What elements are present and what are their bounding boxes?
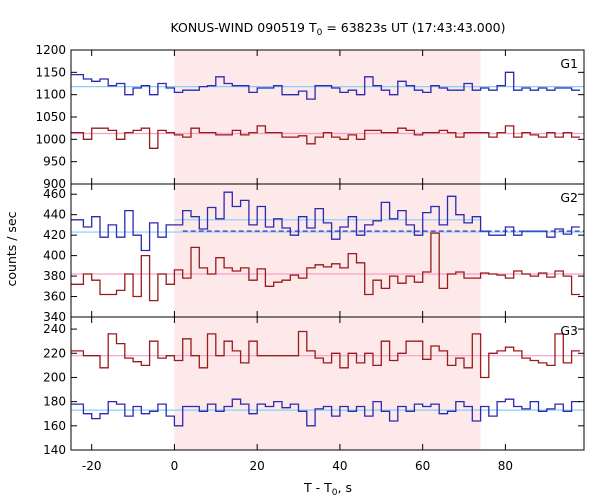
y-tick-label: 420: [43, 228, 66, 242]
x-tick-label: 20: [250, 459, 265, 473]
y-tick-label: 160: [43, 419, 66, 433]
xlabel-subscript: 0: [332, 488, 338, 498]
series-line-2: [71, 125, 580, 149]
y-tick-label: 360: [43, 290, 66, 304]
series-line-2: [71, 232, 580, 302]
svg-text:T - T0, s: T - T0, s: [303, 480, 352, 498]
x-tick-label: -20: [82, 459, 102, 473]
y-tick-label: 900: [43, 177, 66, 191]
series-line-1: [71, 71, 580, 100]
y-tick-label: 400: [43, 249, 66, 263]
y-tick-label: 460: [43, 187, 66, 201]
y-tick-label: 950: [43, 155, 66, 169]
y-tick-label: 140: [43, 443, 66, 457]
series-line-2: [71, 398, 580, 427]
x-tick-label: 40: [332, 459, 347, 473]
svg-text:KONUS-WIND 090519 T0 = 63823s: KONUS-WIND 090519 T0 = 63823s UT (17:43:…: [170, 20, 505, 38]
y-tick-label: 340: [43, 310, 66, 324]
panel-label: G3: [560, 323, 578, 338]
x-tick-label: 80: [498, 459, 513, 473]
xlabel-rest: , s: [338, 480, 352, 495]
y-tick-label: 440: [43, 208, 66, 222]
title-subscript: 0: [317, 28, 323, 38]
y-tick-label: 380: [43, 269, 66, 283]
panel-label: G2: [560, 190, 578, 205]
y-tick-label: 240: [43, 322, 66, 336]
y-tick-label: 1200: [35, 43, 66, 57]
series-line-1: [71, 191, 580, 252]
y-tick-label: 1050: [35, 110, 66, 124]
y-tick-label: 220: [43, 346, 66, 360]
series-line-1: [71, 330, 580, 379]
panel-label: G1: [560, 56, 578, 71]
y-tick-label: 180: [43, 395, 66, 409]
panel-frame: [70, 316, 585, 451]
xlabel-main: T - T: [303, 480, 332, 495]
y-tick-label: 1100: [35, 88, 66, 102]
panel-g1: 900 950 1000 1050 1100 1150 1200 G1: [35, 43, 585, 191]
title-rest: = 63823s UT (17:43:43.000): [322, 20, 505, 35]
x-tick-label: 60: [415, 459, 430, 473]
x-tick-label: 0: [171, 459, 179, 473]
y-tick-label: 1150: [35, 65, 66, 79]
title-main: KONUS-WIND 090519 T: [170, 20, 316, 35]
y-axis-label: counts / sec: [4, 211, 19, 286]
x-axis-label: T - T0, s: [303, 480, 352, 498]
y-tick-label: 200: [43, 370, 66, 384]
y-tick-label: 1000: [35, 132, 66, 146]
highlight-band: [174, 50, 481, 450]
plot-area: 90095010001050110011501200G1340360380400…: [35, 43, 585, 473]
chart-title: KONUS-WIND 090519 T0 = 63823s UT (17:43:…: [170, 20, 505, 38]
panel-g3: 140 160 180 200 220 240 G3: [43, 316, 585, 457]
